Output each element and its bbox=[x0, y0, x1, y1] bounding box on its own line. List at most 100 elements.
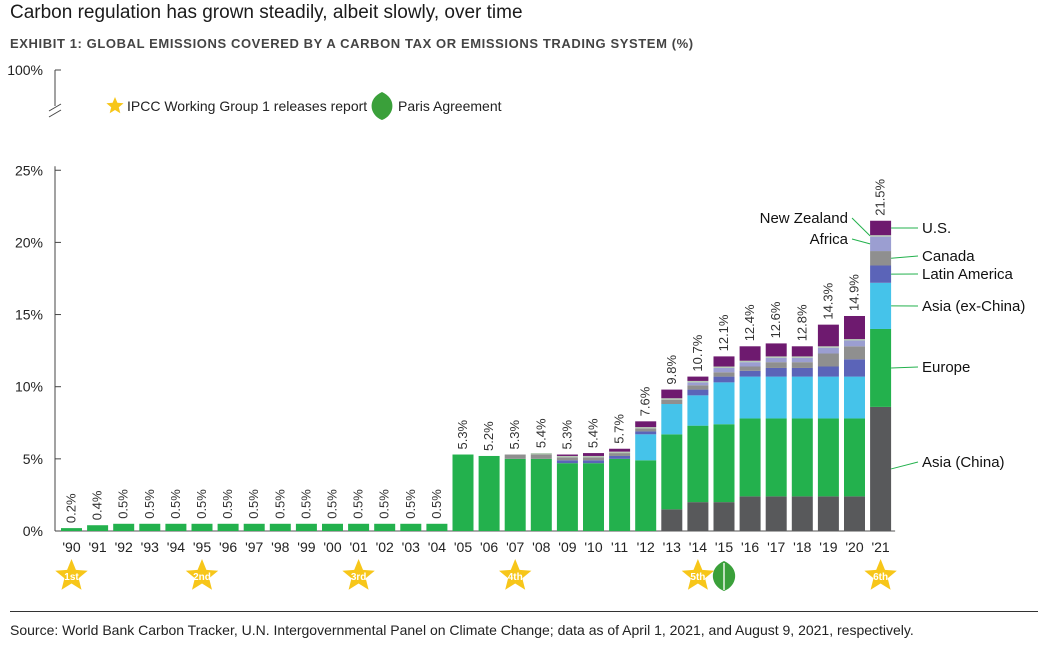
bar-segment bbox=[817, 496, 839, 531]
bar-segment bbox=[817, 353, 839, 367]
total-label: 7.6% bbox=[638, 386, 653, 416]
bar-segment bbox=[844, 376, 865, 419]
bar-segment bbox=[191, 523, 213, 531]
bar-segment bbox=[817, 347, 839, 354]
total-label: 5.3% bbox=[507, 419, 522, 449]
bar-segment bbox=[739, 346, 761, 361]
axis-break-mark bbox=[48, 109, 62, 118]
bar-segment bbox=[870, 265, 892, 283]
x-tick-label: '99 bbox=[297, 539, 315, 555]
bar-segment bbox=[217, 523, 239, 531]
bar-segment bbox=[791, 367, 813, 377]
series-leader-line bbox=[851, 238, 871, 245]
bar-segment bbox=[739, 360, 761, 363]
bar-segment bbox=[269, 523, 291, 531]
stacked-bar-chart: 0% 5% 10% 15% 20% 25% 100% 0.2% 0.4% 0.5% 0.5% 0.5… bbox=[7, 62, 1025, 591]
x-tick-label: '02 bbox=[376, 539, 394, 555]
bar-segment bbox=[374, 523, 396, 531]
star-icon bbox=[185, 559, 219, 590]
bar-segment bbox=[739, 370, 761, 377]
bar-segment bbox=[791, 346, 813, 357]
x-tick-label: '05 bbox=[454, 539, 472, 555]
x-tick-label: '07 bbox=[506, 539, 524, 555]
bar-segment bbox=[844, 315, 865, 340]
x-tick-label: '11 bbox=[611, 539, 628, 555]
bar-segment bbox=[609, 448, 631, 452]
bar-segment bbox=[687, 376, 709, 381]
bar-segment bbox=[713, 502, 735, 531]
bar-segment bbox=[791, 418, 813, 497]
y-tick-label: 10% bbox=[15, 379, 43, 395]
y-tick-label: 25% bbox=[15, 162, 43, 178]
bar-segment bbox=[583, 457, 604, 461]
bar-segment bbox=[844, 496, 865, 531]
x-tick-label: '94 bbox=[167, 539, 185, 555]
x-tick-label: '06 bbox=[480, 539, 498, 555]
total-label: 12.6% bbox=[768, 301, 783, 338]
total-label: 0.5% bbox=[220, 489, 235, 519]
total-label: 12.1% bbox=[716, 314, 731, 351]
series-leader-line bbox=[851, 217, 871, 237]
bar-segment bbox=[713, 366, 735, 368]
total-label: 5.4% bbox=[586, 418, 601, 448]
bar-segment bbox=[400, 523, 422, 531]
source-note: Source: World Bank Carbon Tracker, U.N. … bbox=[10, 622, 914, 638]
bar-segment bbox=[687, 502, 709, 531]
event-label: 5th bbox=[690, 572, 705, 583]
bar-segment bbox=[817, 366, 839, 377]
bar-segment bbox=[739, 376, 761, 419]
total-label: 0.5% bbox=[272, 489, 287, 519]
event-label: 4th bbox=[508, 572, 523, 583]
bar-segment bbox=[791, 356, 813, 358]
bar-segment bbox=[635, 421, 657, 428]
bar-segment bbox=[713, 356, 735, 367]
star-icon bbox=[342, 559, 375, 590]
total-label: 0.5% bbox=[298, 489, 313, 519]
total-label: 0.5% bbox=[351, 489, 366, 519]
total-label: 0.5% bbox=[194, 489, 209, 519]
leaf-icon bbox=[371, 92, 393, 120]
bar-segment bbox=[765, 362, 787, 368]
total-label: 0.2% bbox=[64, 493, 79, 523]
bar-segment bbox=[661, 399, 683, 405]
bar-segment bbox=[870, 328, 892, 407]
star-icon bbox=[681, 559, 715, 590]
x-tick-label: '08 bbox=[532, 539, 550, 555]
bar-segment bbox=[609, 453, 631, 456]
bar-segment bbox=[844, 339, 865, 341]
total-label: 5.3% bbox=[559, 419, 574, 449]
x-tick-label: '92 bbox=[115, 539, 133, 555]
bar-segment bbox=[870, 235, 892, 237]
bar-segment bbox=[713, 424, 735, 503]
total-label: 14.3% bbox=[820, 282, 835, 319]
x-tick-label: '19 bbox=[819, 539, 837, 555]
series-label: Canada bbox=[922, 248, 975, 265]
bar-segment bbox=[583, 453, 604, 456]
legend: IPCC Working Group 1 releases report Par… bbox=[106, 92, 502, 120]
legend-paris: Paris Agreement bbox=[371, 92, 502, 120]
total-label: 12.8% bbox=[794, 304, 809, 341]
legend-ipcc: IPCC Working Group 1 releases report bbox=[106, 97, 367, 114]
bar-segment bbox=[556, 457, 578, 461]
footer-divider bbox=[10, 611, 1038, 612]
legend-paris-label: Paris Agreement bbox=[398, 98, 502, 114]
bar-segment bbox=[583, 455, 604, 458]
bar-segment bbox=[661, 434, 683, 510]
chart-title: EXHIBIT 1: GLOBAL EMISSIONS COVERED BY A… bbox=[10, 36, 694, 51]
x-tick-label: '18 bbox=[793, 539, 811, 555]
bar-segment bbox=[661, 398, 683, 400]
bar-segment bbox=[504, 454, 526, 459]
bar-segment bbox=[687, 380, 709, 383]
bar-segment bbox=[583, 463, 604, 531]
x-tick-label: '12 bbox=[637, 539, 655, 555]
series-label: Africa bbox=[810, 231, 849, 248]
bar-segment bbox=[504, 458, 526, 531]
bar-segment bbox=[687, 395, 709, 426]
bar-segment bbox=[713, 372, 735, 377]
total-label: 9.8% bbox=[664, 355, 679, 385]
axis-break-mark bbox=[48, 103, 62, 112]
x-tick-label: '97 bbox=[245, 539, 263, 555]
x-tick-label: '21 bbox=[871, 539, 889, 555]
bar-segment bbox=[609, 451, 631, 454]
bar-segment bbox=[661, 509, 683, 531]
